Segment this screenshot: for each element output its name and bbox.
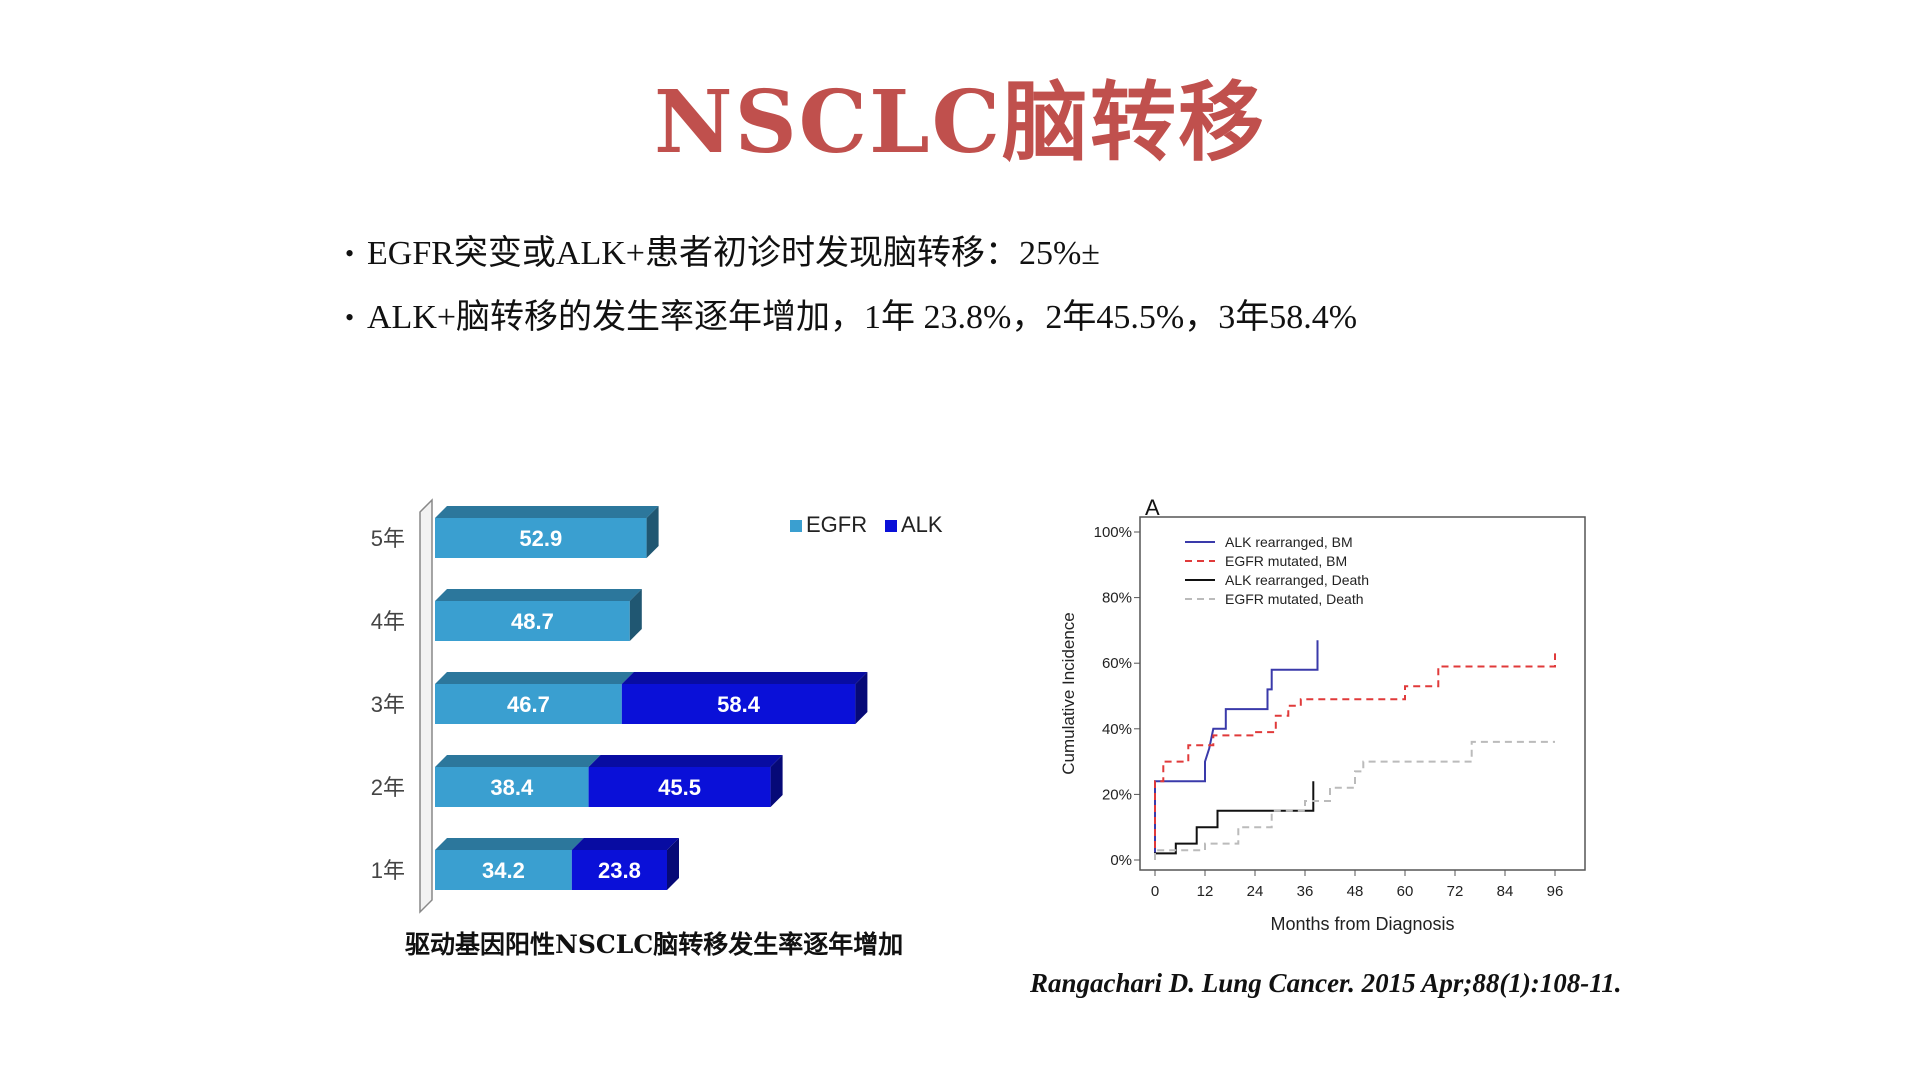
bar-side-face (770, 755, 783, 807)
panel-label: A (1145, 495, 1160, 520)
bullet-list: • EGFR突变或ALK+患者初诊时发现脑转移：25%± • ALK+脑转移的发生率… (345, 230, 1357, 358)
bar-category-label: 1年 (371, 858, 405, 883)
bar-egfr-1 (435, 850, 572, 890)
y-tick-label: 100% (1094, 524, 1132, 541)
x-tick-label: 48 (1347, 883, 1364, 900)
bar-top-face (435, 589, 642, 601)
bar-alk-3 (621, 684, 856, 724)
x-tick-label: 72 (1447, 883, 1464, 900)
y-tick-label: 80% (1102, 590, 1132, 607)
bar-top-face (571, 838, 679, 850)
bar-data-label: 48.7 (511, 609, 554, 634)
bar-category-label: 2年 (371, 775, 405, 800)
legend-label-4: EGFR mutated, Death (1225, 591, 1364, 607)
legend-label-3: ALK rearranged, Death (1225, 572, 1369, 588)
legend-label-1: ALK rearranged, BM (1225, 534, 1353, 550)
legend-label-alk: ALK (901, 512, 943, 537)
bar-side-face (629, 589, 642, 641)
bullet-dot-icon: • (345, 239, 355, 268)
x-tick-label: 84 (1497, 883, 1514, 900)
bar-side-face (855, 672, 868, 724)
legend-swatch-egfr (790, 520, 802, 532)
bar-alk-1 (571, 850, 667, 890)
bar-chart: 1年 34.2 23.8 2年 38.4 45.5 3年 46.7 58.4 4年 48.7 5年 52… (371, 498, 943, 914)
cumulative-incidence-chart: A 0% 20% 40% 60% 80% 100% 0 12 24 36 48 60 72 84 96 Mont… (1059, 495, 1586, 934)
bar-data-label: 46.7 (507, 692, 550, 717)
bar-data-label: 45.5 (658, 775, 701, 800)
slide-title: NSCLC脑转移 (653, 72, 1267, 173)
bar-category-label: 4年 (371, 609, 405, 634)
x-tick-label: 12 (1197, 883, 1214, 900)
x-tick-label: 96 (1547, 883, 1564, 900)
y-tick-label: 40% (1102, 721, 1132, 738)
bar-data-label: 58.4 (717, 692, 761, 717)
x-axis-label: Months from Diagnosis (1270, 914, 1454, 934)
plot-frame (1139, 516, 1586, 871)
bar-data-label: 52.9 (519, 526, 562, 551)
bar-top-face (435, 506, 659, 518)
bullet-item-1: • EGFR突变或ALK+患者初诊时发现脑转移：25%± (345, 230, 1357, 294)
bullet-dot-icon: • (345, 303, 355, 332)
legend-label-egfr: EGFR (806, 512, 867, 537)
series-line-1 (1154, 640, 1319, 860)
bullet-item-2: • ALK+脑转移的发生率逐年增加，1年 23.8%，2年45.5%，3年58.4… (345, 294, 1357, 358)
bullet-text-2: ALK+脑转移的发生率逐年增加，1年 23.8%，2年45.5%，3年58.4% (367, 299, 1358, 336)
bar-top-face (588, 755, 783, 767)
bullet-text-1: EGFR突变或ALK+患者初诊时发现脑转移：25%± (367, 235, 1100, 272)
x-tick-label: 0 (1151, 883, 1159, 900)
series-line-3 (1154, 781, 1315, 860)
x-tick-label: 24 (1247, 883, 1264, 900)
y-axis-label: Cumulative Incidence (1059, 612, 1078, 775)
legend-label-2: EGFR mutated, BM (1225, 553, 1347, 569)
bar-data-label: 38.4 (490, 775, 534, 800)
bar-egfr-5 (435, 518, 647, 558)
bar-egfr-2 (435, 767, 589, 807)
series-line-4 (1154, 740, 1555, 860)
y-tick-label: 60% (1102, 655, 1132, 672)
bar-top-face (621, 672, 868, 684)
x-tick-label: 36 (1297, 883, 1314, 900)
bar-top-face (435, 838, 584, 850)
bar-data-label: 23.8 (598, 858, 641, 883)
bar-chart-axis-wall (419, 498, 433, 914)
bar-side-face (646, 506, 659, 558)
bar-egfr-4 (435, 601, 630, 641)
series-line-2 (1154, 653, 1556, 860)
bar-alk-2 (588, 767, 771, 807)
bar-side-face (667, 838, 679, 890)
bar-top-face (435, 755, 601, 767)
citation: Rangachari D. Lung Cancer. 2015 Apr;88(1… (1030, 968, 1622, 998)
x-tick-label: 60 (1397, 883, 1414, 900)
bar-chart-caption: 驱动基因阳性NSCLC脑转移发生率逐年增加 (405, 930, 904, 959)
bar-top-face (435, 672, 634, 684)
bar-egfr-3 (435, 684, 622, 724)
y-tick-label: 20% (1102, 786, 1132, 803)
legend-swatch-alk (885, 520, 897, 532)
bar-category-label: 3年 (371, 692, 405, 717)
y-tick-label: 0% (1110, 852, 1132, 869)
bar-data-label: 34.2 (482, 858, 525, 883)
bar-category-label: 5年 (371, 526, 405, 551)
